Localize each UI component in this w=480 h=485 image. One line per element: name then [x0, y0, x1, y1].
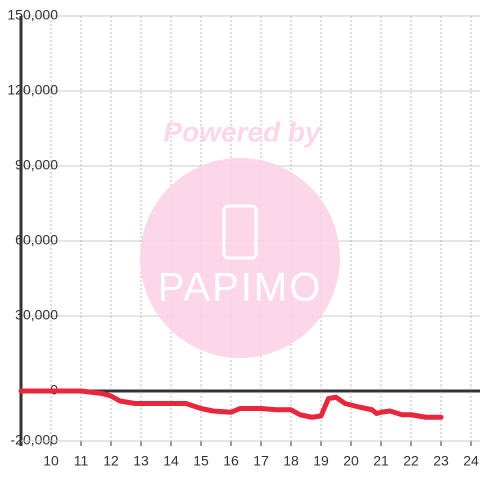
- x-tick-label: 20: [343, 453, 359, 469]
- x-tick-label: 24: [463, 453, 479, 469]
- y-tick-label: 90,000: [15, 157, 58, 173]
- x-tick-label: 21: [373, 453, 389, 469]
- watermark: Powered by PAPIMO: [140, 116, 340, 358]
- x-tick-label: 17: [253, 453, 269, 469]
- x-tick-label: 11: [74, 453, 89, 469]
- y-tick-label: 120,000: [7, 82, 58, 98]
- y-tick-label: 150,000: [7, 7, 58, 23]
- plot: -20,000030,00060,00090,000120,000150,000…: [7, 7, 480, 469]
- x-tick-label: 22: [403, 453, 419, 469]
- y-tick-label: 60,000: [15, 232, 58, 248]
- x-tick-label: 15: [193, 453, 209, 469]
- x-tick-label: 16: [223, 453, 239, 469]
- x-tick-label: 23: [433, 453, 449, 469]
- x-tick-label: 13: [133, 453, 149, 469]
- x-tick-label: 10: [43, 453, 59, 469]
- x-tick-label: 14: [163, 453, 179, 469]
- watermark-phone: [222, 204, 258, 260]
- y-tick-label: 30,000: [15, 307, 58, 323]
- watermark-logo: PAPIMO: [158, 266, 323, 310]
- watermark-text: Powered by: [163, 116, 322, 147]
- line: [18, 388, 444, 420]
- x-tick-label: 19: [313, 453, 329, 469]
- x-tick-label: 12: [103, 453, 119, 469]
- x-tick-label: 18: [283, 453, 299, 469]
